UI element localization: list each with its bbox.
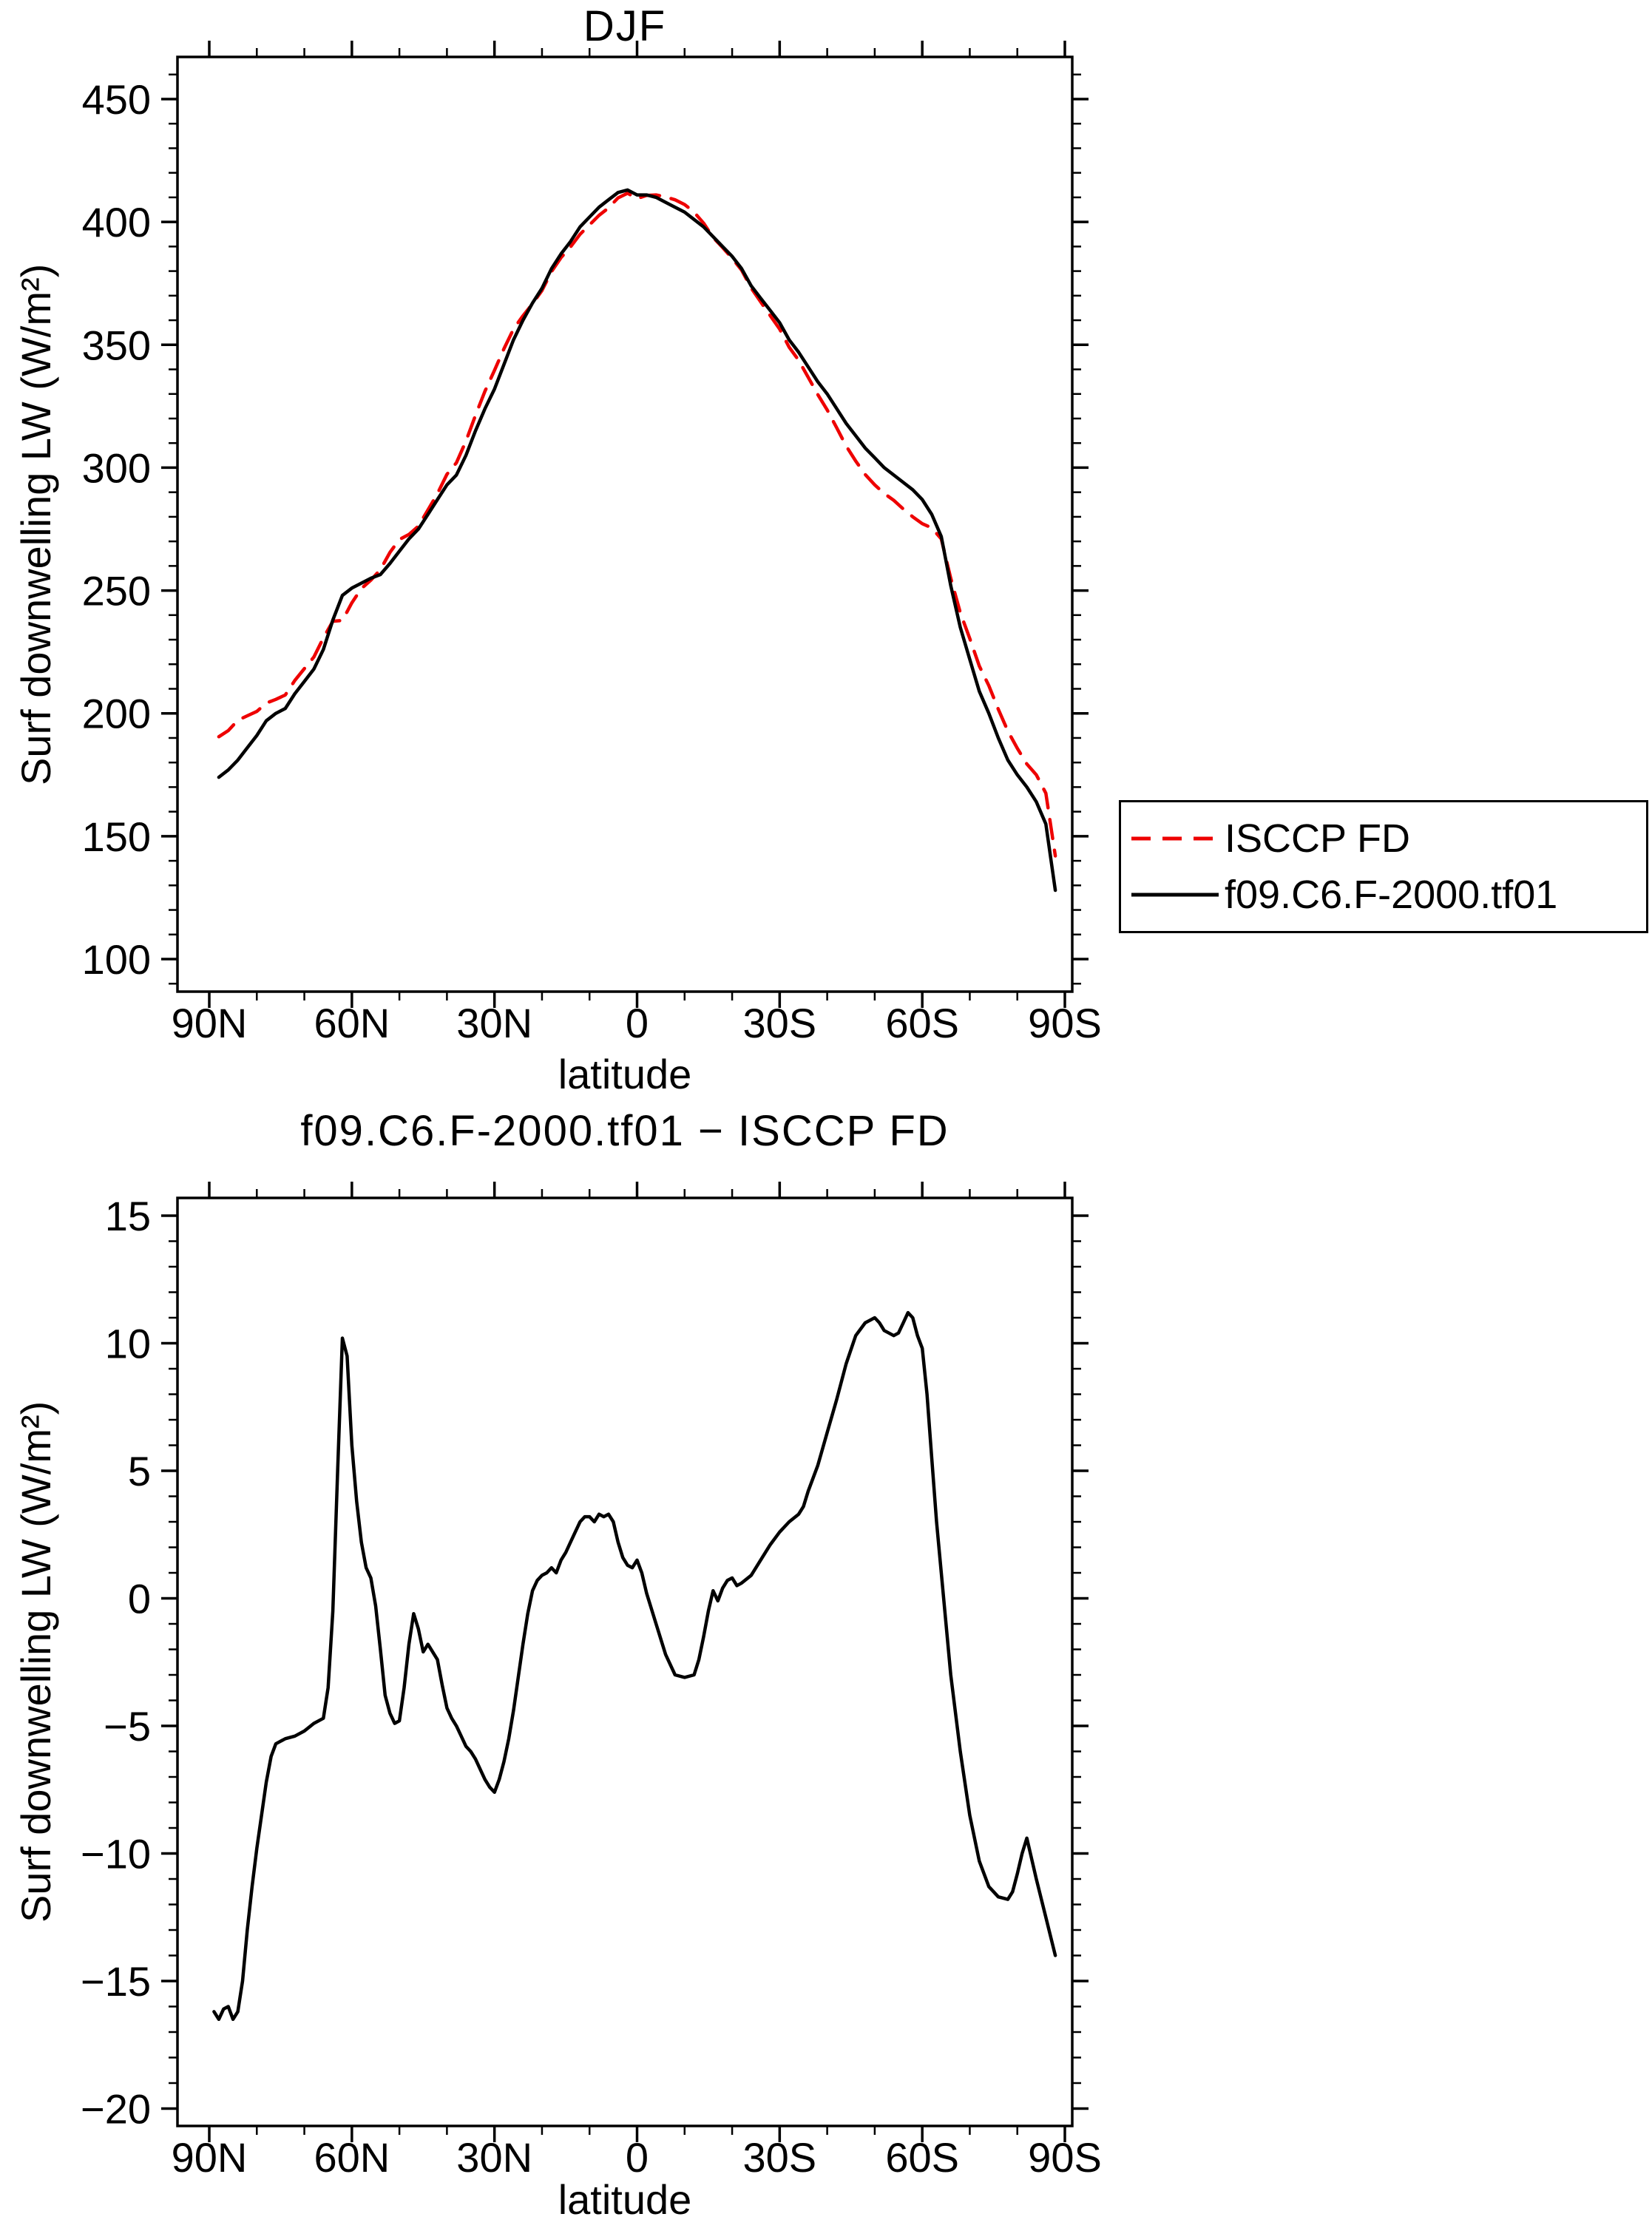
chart-bottom-y-axis-label: Surf downwelling LW (W/m²) — [13, 1401, 59, 1923]
y-tick-label: 200 — [82, 691, 151, 737]
chart-bottom-x-axis-label: latitude — [558, 2176, 692, 2223]
x-tick-label: 30S — [743, 1000, 817, 1046]
legend-box: ISCCP FD f09.C6.F-2000.tf01 — [1119, 800, 1648, 933]
x-tick-label: 30N — [456, 1000, 532, 1046]
series-line-f09-c6-f-2000-tf01-minus-isccp-fd — [212, 1310, 1057, 2022]
y-tick-label: 10 — [105, 1321, 151, 1367]
x-tick-label: 90S — [1028, 1000, 1102, 1046]
y-tick-label: 150 — [82, 813, 151, 860]
chart-top-djf: 450 400 350 300 250 200 150 100 90N 60N 30N 0 30S 60S… — [82, 41, 1102, 1046]
chart-bottom-difference: 15 10 5 0 −5 −10 −15 −20 90N 60N 30N 0 30S 60S 90S — [81, 1182, 1102, 2181]
y-tick-label: 15 — [105, 1193, 151, 1239]
y-tick-label: −5 — [104, 1703, 151, 1750]
x-tick-label: 0 — [626, 2134, 649, 2181]
legend-item-isccp-fd: ISCCP FD — [1131, 816, 1646, 861]
x-tick-label: 90S — [1028, 2134, 1102, 2181]
x-tick-label: 0 — [626, 1000, 649, 1046]
series-line-isccp-fd — [217, 192, 1057, 858]
y-tick-label: −15 — [81, 1958, 151, 2005]
x-tick-label: 90N — [172, 1000, 248, 1046]
plot-frame — [176, 1196, 1074, 2127]
series-line-f09-c6-f-2000-tf01 — [217, 188, 1057, 893]
black-solid-line-sample — [1131, 893, 1219, 897]
x-tick-label: 90N — [172, 2134, 248, 2181]
y-tick-label: 5 — [128, 1448, 151, 1494]
y-tick-label: 400 — [82, 199, 151, 246]
plot-frame — [176, 55, 1074, 993]
chart-top-title: DJF — [583, 2, 667, 50]
legend-label-model: f09.C6.F-2000.tf01 — [1225, 873, 1558, 917]
y-tick-label: 0 — [128, 1576, 151, 1622]
x-tick-label: 60S — [885, 1000, 959, 1046]
x-tick-label: 30N — [456, 2134, 532, 2181]
y-tick-label: 100 — [82, 936, 151, 983]
x-tick-label: 60N — [314, 1000, 390, 1046]
x-tick-label: 30S — [743, 2134, 817, 2181]
chart-top-y-axis-label: Surf downwelling LW (W/m²) — [13, 263, 59, 785]
x-tick-label: 60S — [885, 2134, 959, 2181]
y-tick-label: 450 — [82, 76, 151, 123]
legend-item-model: f09.C6.F-2000.tf01 — [1131, 872, 1646, 918]
y-tick-label: 250 — [82, 568, 151, 614]
x-tick-label: 60N — [314, 2134, 390, 2181]
legend-label-isccp-fd: ISCCP FD — [1225, 816, 1411, 861]
y-tick-label: 300 — [82, 444, 151, 491]
chart-bottom-title: f09.C6.F-2000.tf01 − ISCCP FD — [300, 1107, 949, 1155]
red-dashed-line-sample — [1131, 836, 1219, 841]
y-tick-label: 350 — [82, 322, 151, 368]
y-tick-label: −20 — [81, 2086, 151, 2133]
y-tick-label: −10 — [81, 1831, 151, 1877]
chart-top-x-axis-label: latitude — [558, 1051, 692, 1097]
